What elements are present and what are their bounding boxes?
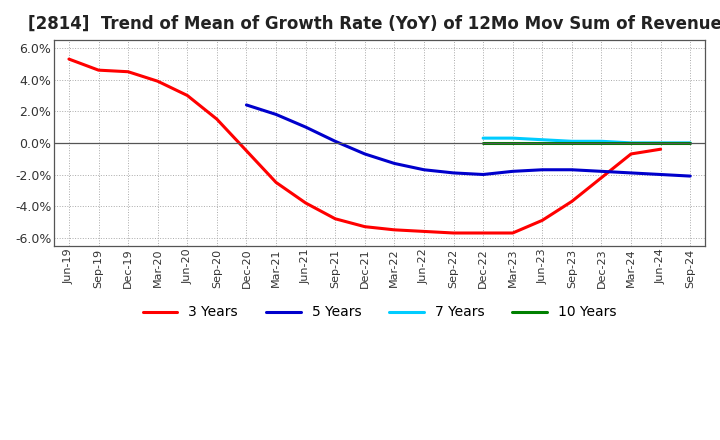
- 5 Years: [597, 169, 606, 174]
- 5 Years: [331, 139, 340, 144]
- 3 Years: [626, 151, 635, 157]
- Legend: 3 Years, 5 Years, 7 Years, 10 Years: 3 Years, 5 Years, 7 Years, 10 Years: [137, 300, 622, 325]
- 3 Years: [331, 216, 340, 221]
- 10 Years: [597, 140, 606, 146]
- 7 Years: [567, 139, 576, 144]
- 3 Years: [212, 117, 221, 122]
- 3 Years: [361, 224, 369, 229]
- 5 Years: [508, 169, 517, 174]
- 3 Years: [597, 175, 606, 180]
- 3 Years: [657, 147, 665, 152]
- 5 Years: [301, 125, 310, 130]
- 10 Years: [657, 140, 665, 146]
- 5 Years: [686, 173, 695, 179]
- 5 Years: [242, 102, 251, 107]
- 5 Years: [567, 167, 576, 172]
- 3 Years: [301, 200, 310, 205]
- 3 Years: [94, 67, 103, 73]
- 7 Years: [508, 136, 517, 141]
- 3 Years: [124, 69, 132, 74]
- Line: 5 Years: 5 Years: [246, 105, 690, 176]
- 5 Years: [449, 170, 458, 176]
- 5 Years: [420, 167, 428, 172]
- 10 Years: [479, 140, 487, 146]
- 7 Years: [626, 140, 635, 146]
- 3 Years: [508, 231, 517, 236]
- 5 Years: [626, 170, 635, 176]
- 5 Years: [657, 172, 665, 177]
- 3 Years: [420, 229, 428, 234]
- 7 Years: [657, 140, 665, 146]
- 3 Years: [390, 227, 399, 232]
- 10 Years: [626, 140, 635, 146]
- 3 Years: [183, 93, 192, 98]
- 7 Years: [538, 137, 546, 143]
- 7 Years: [479, 136, 487, 141]
- 5 Years: [479, 172, 487, 177]
- 3 Years: [271, 180, 280, 185]
- 5 Years: [538, 167, 546, 172]
- 7 Years: [686, 140, 695, 146]
- 3 Years: [479, 231, 487, 236]
- 3 Years: [153, 79, 162, 84]
- 5 Years: [361, 151, 369, 157]
- 10 Years: [538, 140, 546, 146]
- 3 Years: [65, 56, 73, 62]
- 10 Years: [686, 140, 695, 146]
- Title: [2814]  Trend of Mean of Growth Rate (YoY) of 12Mo Mov Sum of Revenues: [2814] Trend of Mean of Growth Rate (YoY…: [27, 15, 720, 33]
- 3 Years: [567, 199, 576, 204]
- 3 Years: [449, 231, 458, 236]
- 7 Years: [597, 139, 606, 144]
- Line: 7 Years: 7 Years: [483, 138, 690, 143]
- 10 Years: [567, 140, 576, 146]
- Line: 3 Years: 3 Years: [69, 59, 661, 233]
- 3 Years: [538, 218, 546, 223]
- 3 Years: [242, 148, 251, 154]
- 5 Years: [271, 112, 280, 117]
- 10 Years: [508, 140, 517, 146]
- 5 Years: [390, 161, 399, 166]
